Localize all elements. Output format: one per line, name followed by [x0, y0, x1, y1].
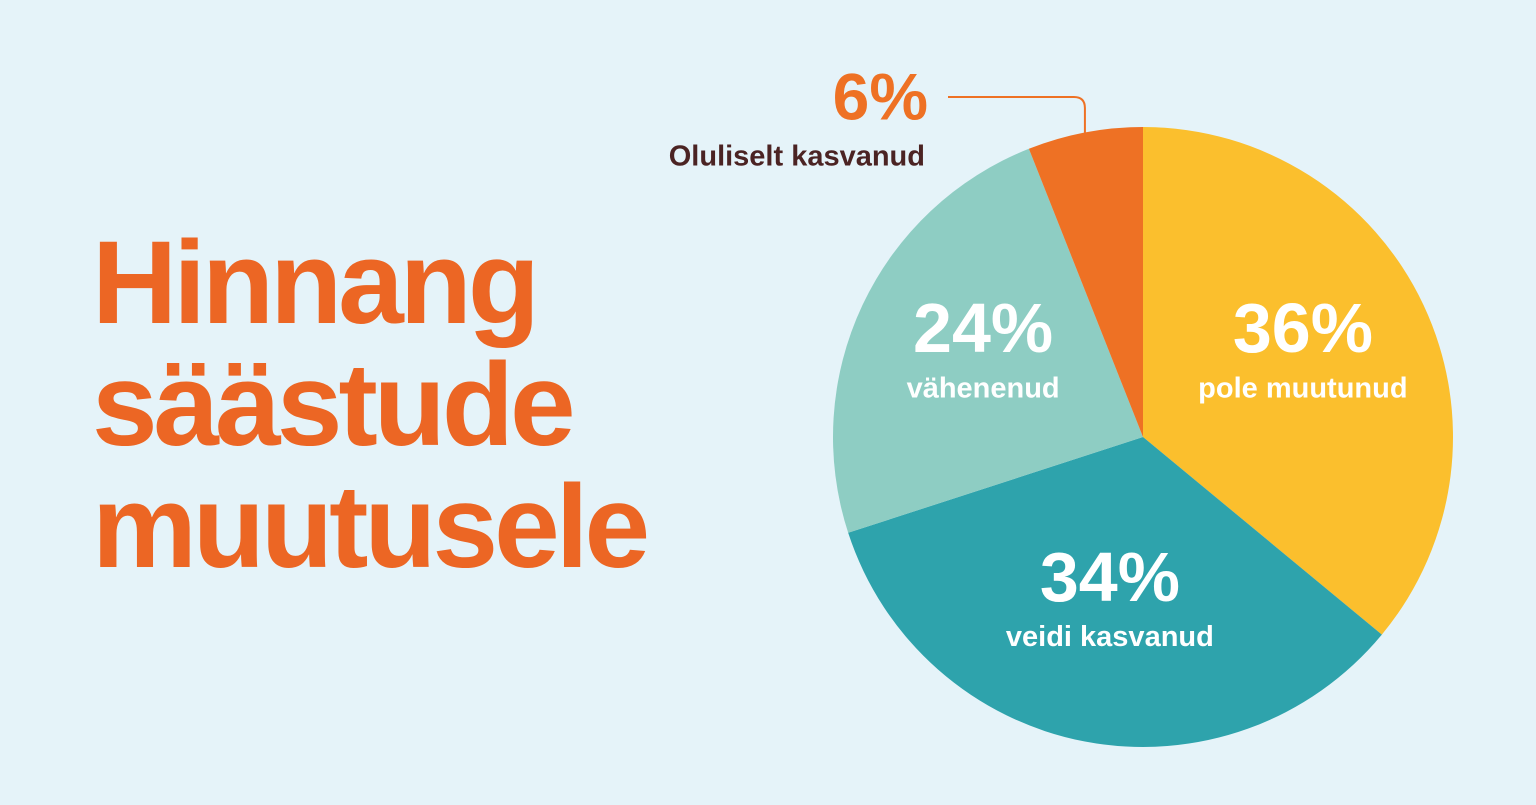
slice-category-label: pole muutunud [1198, 372, 1407, 404]
pie-slice [1028, 127, 1143, 437]
pie-slice [1143, 127, 1453, 635]
slice-value-label: 36% [1233, 289, 1373, 367]
slice-value-label: 6% [833, 59, 928, 133]
slice-category-label: vähenenud [907, 372, 1060, 404]
slice-category-label: Oluliselt kasvanud [669, 141, 925, 173]
pie-slice [832, 148, 1143, 533]
slice-value-label: 34% [1040, 538, 1180, 616]
slice-value-label: 24% [913, 289, 1053, 367]
slice-category-label: veidi kasvanud [1006, 621, 1214, 653]
chart-title: Hinnang säästude muutusele [92, 217, 650, 593]
pie-slice [848, 437, 1382, 748]
leader-line [948, 96, 1086, 133]
